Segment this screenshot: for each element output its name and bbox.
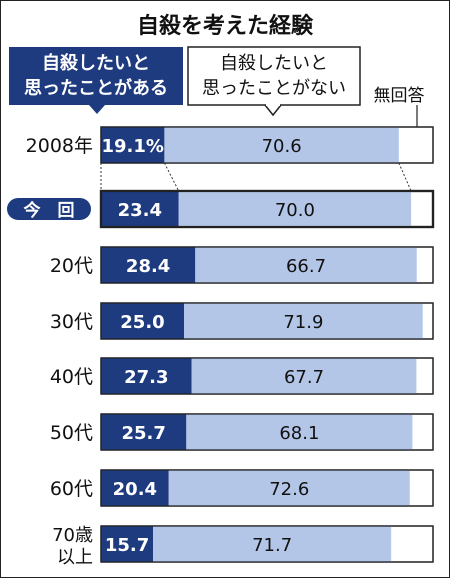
- category-label: 2008年: [26, 135, 93, 157]
- highlight-badge: [7, 198, 91, 220]
- legend-yes-box: [9, 47, 183, 105]
- category-label: 40代: [50, 366, 93, 388]
- value-label-yes: 23.4: [118, 200, 162, 221]
- bar-yes: [101, 470, 169, 506]
- value-label-no: 71.9: [283, 312, 323, 333]
- value-label-no: 70.0: [275, 200, 315, 221]
- bar-no: [164, 127, 399, 163]
- value-label-yes: 19.1%: [101, 136, 163, 157]
- legend-no-label-line: 自殺したいと: [220, 53, 328, 74]
- value-label-no: 70.6: [262, 136, 302, 157]
- value-label-no: 72.6: [269, 479, 309, 500]
- value-label-yes: 27.3: [124, 367, 168, 388]
- category-label: 今 回: [24, 200, 75, 221]
- category-label: 60代: [50, 478, 93, 500]
- legend-no-label-line: 思ったことがない: [202, 78, 346, 99]
- value-label-yes: 28.4: [126, 256, 170, 277]
- bar-yes: [101, 358, 192, 394]
- chart-title: 自殺を考えた経験: [137, 13, 314, 39]
- legend-yes-label-line: 思ったことがある: [24, 77, 168, 99]
- bar-no: [153, 526, 392, 562]
- bar-yes: [101, 191, 179, 227]
- bar-yes: [101, 247, 196, 283]
- legend-no-box: [187, 46, 361, 106]
- bars: 2008年 19.1% 70.6 今 回 23.4 70.0 20代 28.4 66.7 30代 2…: [7, 126, 435, 568]
- legend-yes-pointer: [89, 105, 105, 114]
- value-label-no: 66.7: [286, 256, 326, 277]
- value-label-yes: 25.0: [120, 312, 164, 333]
- value-label-no: 67.7: [284, 367, 324, 388]
- category-label: 20代: [50, 255, 93, 277]
- legend-no-pointer: [264, 104, 282, 117]
- value-label-yes: 20.4: [113, 479, 157, 500]
- value-label-no: 68.1: [279, 423, 319, 444]
- bar-yes: [101, 414, 187, 450]
- bar-no: [195, 247, 417, 283]
- bar-no: [178, 191, 412, 227]
- legend-na-label: 無回答: [374, 86, 425, 106]
- connector-line: [163, 162, 180, 192]
- bar-no: [168, 470, 410, 506]
- bar-no: [186, 414, 413, 450]
- value-label-yes: 15.7: [105, 535, 149, 556]
- category-label: 50代: [50, 422, 93, 444]
- bar-no: [191, 358, 417, 394]
- bar-no: [184, 303, 423, 339]
- category-label: 以上: [57, 547, 93, 568]
- value-label-no: 71.7: [252, 535, 292, 556]
- legend-yes-label-line: 自殺したいと: [42, 52, 150, 74]
- bar-yes: [101, 526, 154, 562]
- bar-yes: [101, 303, 184, 339]
- category-label: 30代: [50, 311, 93, 333]
- category-label: 70歳: [52, 525, 93, 546]
- value-label-yes: 25.7: [121, 423, 165, 444]
- connector-line: [398, 162, 412, 192]
- bar-yes: [101, 127, 165, 163]
